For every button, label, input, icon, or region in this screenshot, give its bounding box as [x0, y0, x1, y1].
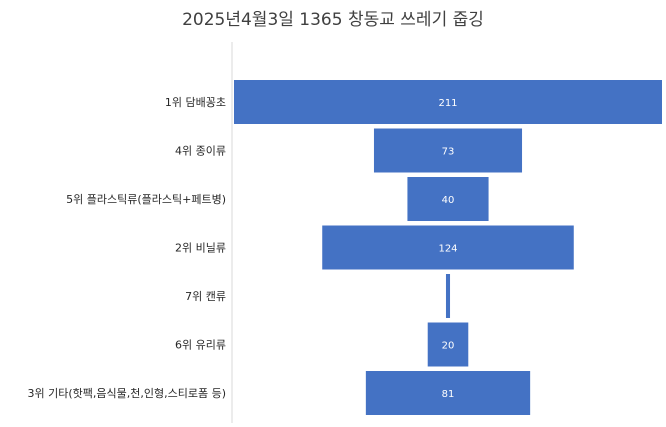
category-label: 1위 담배꽁초: [165, 96, 226, 109]
data-label: 73: [442, 147, 455, 158]
category-label: 4위 종이류: [175, 145, 226, 158]
category-label: 2위 비닐류: [175, 242, 226, 255]
funnel-bar: [234, 80, 662, 124]
data-label: 211: [438, 98, 457, 109]
chart-marks: 1위 담배꽁초 211 4위 종이류 73 5위 플라스틱류(플라스틱+페트병) 40 2위…: [28, 80, 662, 415]
category-label: 6위 유리류: [175, 339, 226, 352]
chart-title: 2025년4월3일 1365 창동교 쓰레기 줍깅: [182, 10, 484, 30]
data-label: 20: [442, 341, 455, 352]
category-label: 7위 캔류: [185, 290, 226, 303]
data-label: 40: [442, 195, 455, 206]
funnel-bar: [373, 128, 523, 173]
category-label: 5위 플라스틱류(플라스틱+페트병): [66, 193, 226, 206]
data-label: 81: [442, 389, 455, 400]
funnel-bar: [407, 177, 489, 221]
category-label: 3위 기타(핫팩,음식물,천,인형,스티로폼 등): [28, 386, 226, 400]
funnel-bar: [427, 322, 469, 367]
funnel-bar: [365, 371, 531, 415]
funnel-bar: [322, 225, 574, 270]
funnel-bar: [445, 274, 451, 318]
data-label: 124: [438, 244, 457, 255]
